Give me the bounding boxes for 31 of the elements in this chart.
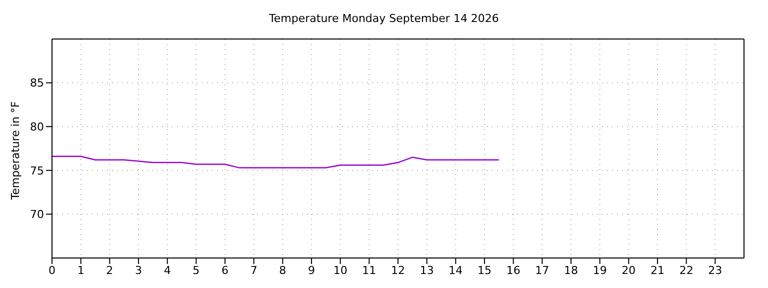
x-tick-label: 14 bbox=[448, 264, 463, 277]
x-tick-label: 3 bbox=[135, 264, 142, 277]
x-tick-label: 11 bbox=[362, 264, 376, 277]
x-tick-label: 7 bbox=[250, 264, 258, 277]
x-tick-label: 10 bbox=[333, 264, 348, 277]
x-tick-label: 18 bbox=[564, 264, 578, 277]
line-series bbox=[52, 156, 500, 168]
x-tick-label: 5 bbox=[192, 264, 200, 277]
x-tick-label: 0 bbox=[48, 264, 56, 277]
x-tick-label: 8 bbox=[279, 264, 286, 277]
x-tick-label: 12 bbox=[391, 264, 405, 277]
x-tick-label: 15 bbox=[478, 264, 492, 277]
x-tick-label: 16 bbox=[506, 264, 520, 277]
y-tick-label: 85 bbox=[30, 76, 44, 90]
x-tick-label: 1 bbox=[77, 264, 84, 277]
y-tick-label: 80 bbox=[30, 120, 44, 134]
chart-title: Temperature Monday September 14 2026 bbox=[268, 12, 500, 25]
x-tick-label: 2 bbox=[106, 264, 114, 277]
x-tick-label: 19 bbox=[592, 264, 607, 277]
x-tick-label: 6 bbox=[222, 264, 228, 277]
x-tick-label: 22 bbox=[679, 264, 694, 277]
x-tick-label: 21 bbox=[650, 264, 664, 277]
y-tick-label: 70 bbox=[30, 208, 44, 222]
x-tick-label: 13 bbox=[420, 264, 434, 277]
y-axis-title: Temperature in °F bbox=[8, 100, 22, 200]
x-tick-label: 17 bbox=[535, 264, 550, 277]
x-tick-label: 9 bbox=[308, 264, 315, 277]
x-tick-label: 4 bbox=[164, 264, 171, 277]
x-tick-label: 20 bbox=[622, 264, 636, 277]
x-tick-label: 23 bbox=[708, 264, 722, 277]
y-tick-label: 75 bbox=[30, 164, 44, 178]
